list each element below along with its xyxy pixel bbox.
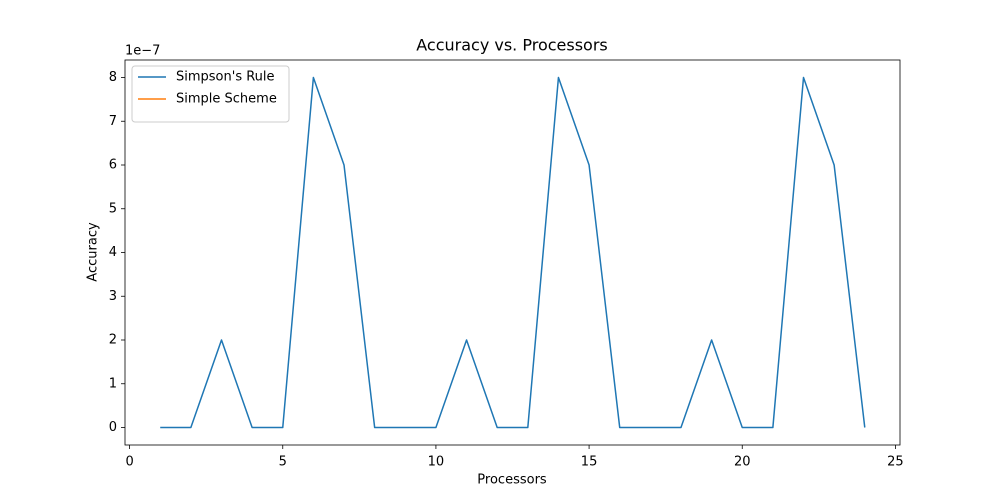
y-tick-label: 8 [109,70,117,85]
x-tick-label: 20 [734,455,751,470]
x-tick-label: 0 [125,455,133,470]
y-tick-label: 1 [109,376,117,391]
legend-box [131,65,290,123]
x-tick-label: 5 [279,455,287,470]
plot-frame [124,59,901,446]
y-tick-label: 0 [109,420,117,435]
y-tick-label: 3 [109,289,117,304]
y-tick-label: 6 [109,158,117,173]
y-axis-label: Accuracy [86,222,101,282]
y-tick-label: 2 [109,333,117,348]
x-tick-label: 25 [887,455,904,470]
legend-label: Simple Scheme [176,92,277,107]
legend-label: Simpson's Rule [176,70,275,85]
x-tick-label: 15 [581,455,598,470]
y-tick-label: 5 [109,201,117,216]
x-tick-label: 10 [428,455,445,470]
legend: Simpson's Rule Simple Scheme [131,65,290,123]
series-line [160,76,866,429]
x-axis-label: Processors [477,473,547,488]
y-tick-label: 7 [109,114,117,129]
y-offset-label: 1e−7 [125,44,160,59]
y-tick-label: 4 [109,245,117,260]
chart-title: Accuracy vs. Processors [416,36,608,55]
